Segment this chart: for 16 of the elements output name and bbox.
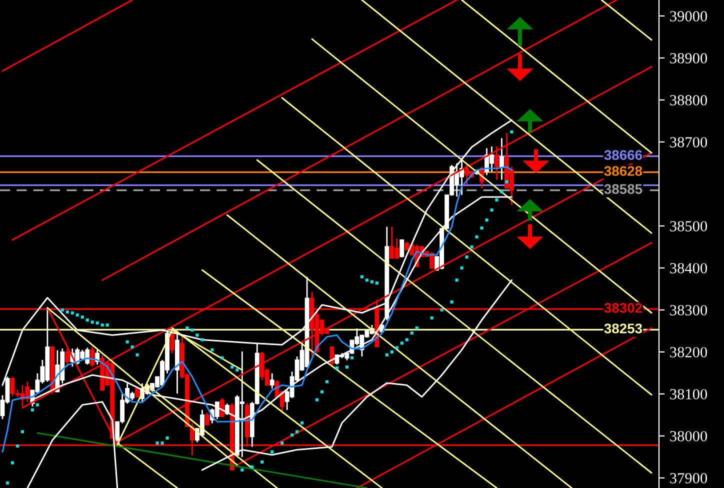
y-tick-label: 38300 — [670, 305, 708, 316]
y-tick-label: 38000 — [670, 431, 708, 442]
y-tick-label: 38700 — [670, 137, 708, 148]
y-tick-label: 38500 — [670, 221, 708, 232]
ref-line-label: 38585 — [604, 184, 642, 194]
ref-line-label: 38253 — [604, 324, 642, 334]
y-tick-label: 37900 — [670, 473, 708, 484]
y-tick-label: 38900 — [670, 53, 708, 64]
y-tick-label: 38200 — [670, 347, 708, 358]
ref-line-label: 38302 — [604, 302, 642, 313]
ref-line-label: 38666 — [604, 150, 642, 160]
y-tick-label: 39000 — [670, 11, 708, 22]
y-tick-label: 38100 — [670, 389, 708, 400]
y-tick-label: 38400 — [670, 263, 708, 274]
y-tick-label: 38800 — [670, 95, 708, 106]
ref-line-label: 38628 — [604, 166, 642, 176]
